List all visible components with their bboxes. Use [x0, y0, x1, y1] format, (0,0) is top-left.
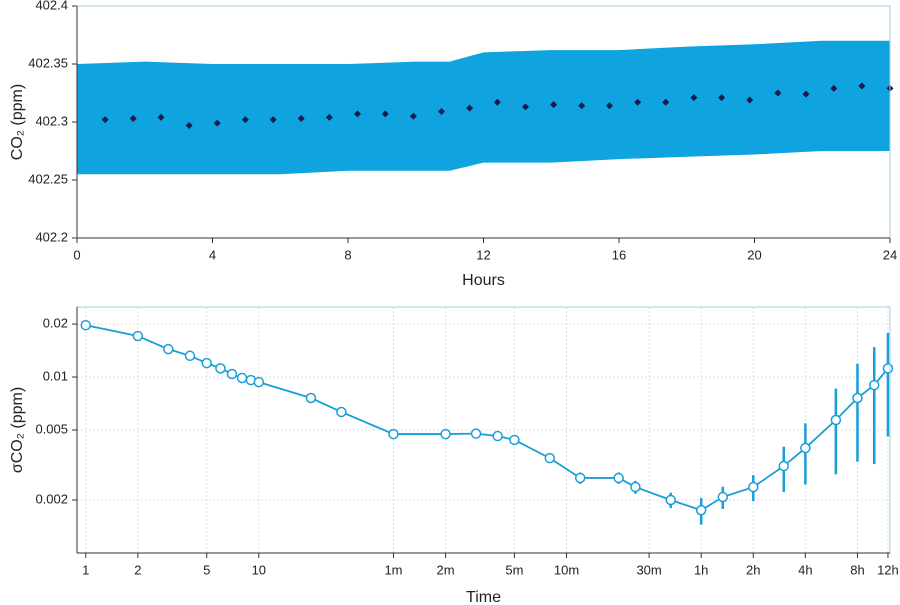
- y-axis-label: σCO₂ (ppm): [9, 387, 26, 473]
- hourly-mean: [690, 94, 698, 102]
- point: [882, 363, 894, 374]
- y-tick-label: 402.3: [35, 113, 68, 128]
- hourly-mean: [241, 116, 249, 124]
- hourly-mean: [381, 110, 389, 118]
- hourly-mean: [297, 115, 305, 123]
- hourly-mean: [634, 98, 642, 106]
- point: [236, 372, 248, 384]
- hourly-mean: [746, 96, 754, 104]
- x-tick-label: 4: [209, 247, 216, 262]
- y-tick-label: 402.25: [28, 171, 68, 186]
- point: [544, 452, 556, 464]
- x-tick-label: 4h: [798, 562, 812, 577]
- y-axis-label: CO₂ (ppm): [9, 84, 26, 160]
- hourly-mean: [466, 104, 474, 112]
- x-tick-label: 5: [203, 562, 210, 577]
- point: [201, 357, 212, 369]
- point: [830, 414, 842, 426]
- point: [630, 481, 641, 493]
- point: [440, 428, 451, 440]
- point: [492, 430, 503, 442]
- point: [305, 392, 317, 404]
- x-tick-label: 0: [73, 247, 80, 262]
- x-tick-label: 1h: [694, 562, 708, 577]
- x-tick-label: 1: [82, 562, 89, 577]
- x-tick-label: 8h: [850, 562, 864, 577]
- point: [800, 442, 811, 454]
- point: [868, 379, 880, 391]
- x-tick-label: 16: [612, 247, 626, 262]
- point: [717, 491, 729, 503]
- x-tick-label: 24: [883, 247, 897, 262]
- point: [226, 368, 238, 380]
- x-tick-label: 10m: [554, 562, 579, 577]
- point: [509, 434, 520, 446]
- line: [85, 324, 889, 512]
- hourly-mean: [802, 90, 810, 98]
- x-tick-label: 20: [747, 247, 761, 262]
- point: [748, 481, 759, 493]
- y-tick-label: 0.02: [43, 315, 68, 330]
- y-tick-label: 0.002: [35, 491, 68, 506]
- x-tick-label: 8: [344, 247, 351, 262]
- hourly-mean: [493, 98, 501, 106]
- hourly-mean: [578, 102, 586, 110]
- point: [388, 428, 399, 440]
- x-tick-label: 30m: [636, 562, 661, 577]
- hourly-mean: [101, 116, 109, 124]
- x-tick-label: 12: [476, 247, 490, 262]
- hourly-mean: [213, 119, 221, 127]
- x-axis-label: Time: [466, 589, 501, 605]
- hourly-mean: [353, 110, 361, 118]
- point: [613, 472, 624, 484]
- hourly-mean: [325, 113, 333, 121]
- point: [665, 494, 676, 506]
- y-tick-label: 0.005: [35, 421, 68, 436]
- y-tick-label: 402.2: [35, 229, 68, 244]
- y-tick-label: 402.35: [28, 55, 68, 70]
- x-tick-label: 12h: [877, 562, 899, 577]
- y-tick-label: 0.01: [43, 368, 68, 383]
- hourly-mean: [437, 108, 445, 116]
- point: [336, 406, 347, 418]
- hourly-mean: [830, 84, 838, 92]
- point: [778, 460, 790, 472]
- point: [253, 376, 265, 388]
- hourly-mean: [606, 102, 614, 110]
- hourly-mean: [858, 82, 866, 90]
- x-axis-label: Hours: [462, 272, 505, 289]
- point: [80, 319, 92, 331]
- hourly-mean: [185, 121, 193, 129]
- point: [215, 363, 226, 374]
- point: [695, 504, 707, 516]
- x-tick-label: 10: [252, 562, 266, 577]
- point: [184, 350, 196, 362]
- x-tick-label: 2: [134, 562, 141, 577]
- hourly-mean: [269, 116, 277, 124]
- x-tick-label: 5m: [505, 562, 523, 577]
- x-tick-label: 1m: [384, 562, 402, 577]
- point: [132, 330, 144, 342]
- hourly-mean: [662, 98, 670, 106]
- point: [852, 392, 863, 404]
- noise-band: [77, 40, 890, 175]
- hourly-mean: [129, 115, 137, 123]
- hourly-mean: [550, 101, 558, 109]
- hourly-mean: [774, 89, 782, 97]
- point: [163, 343, 174, 355]
- x-tick-label: 2m: [437, 562, 455, 577]
- hourly-mean: [409, 112, 417, 120]
- y-tick-label: 402.4: [35, 0, 68, 12]
- point: [470, 428, 482, 439]
- point: [574, 472, 586, 484]
- hourly-mean: [522, 103, 530, 111]
- hourly-mean: [718, 94, 726, 102]
- x-tick-label: 2h: [746, 562, 760, 577]
- hourly-mean: [157, 113, 165, 121]
